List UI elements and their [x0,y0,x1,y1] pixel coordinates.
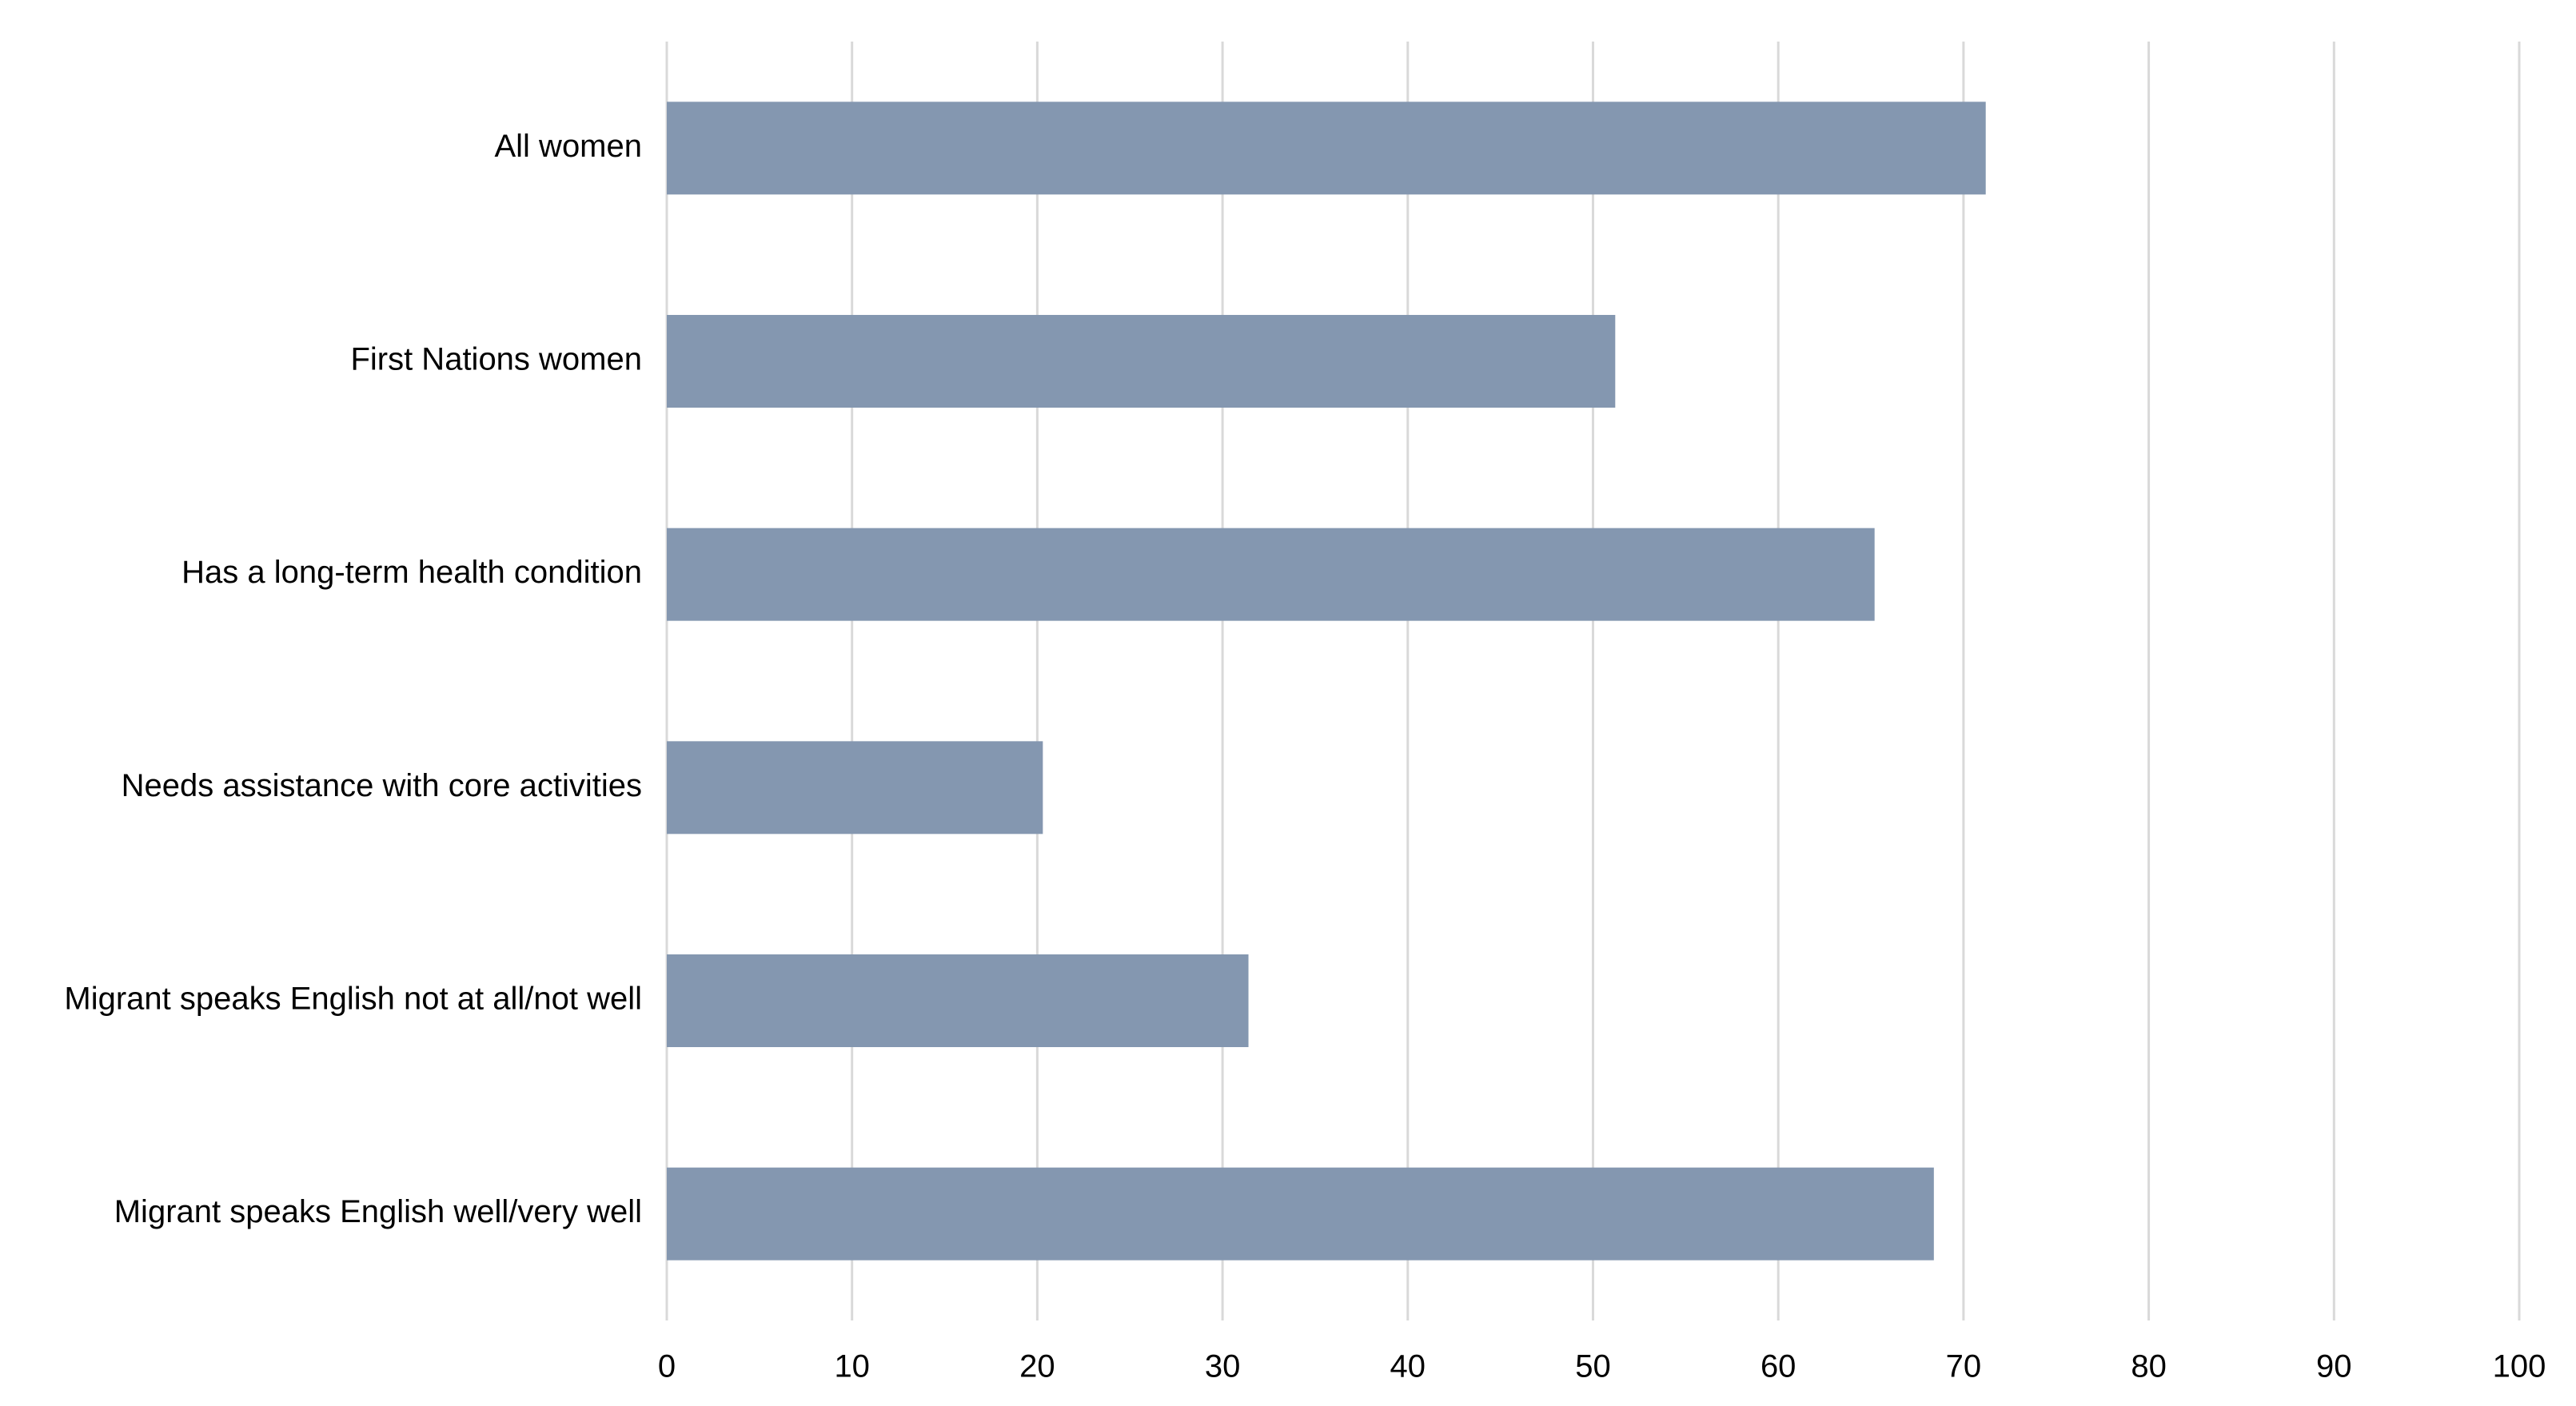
x-tick-label: 50 [1575,1349,1611,1384]
bar [667,102,1986,195]
y-tick-label: Migrant speaks English well/very well [114,1194,642,1229]
y-tick-label: Needs assistance with core activities [122,768,642,803]
y-tick-label: Migrant speaks English not at all/not we… [64,982,642,1017]
x-tick-label: 30 [1205,1349,1241,1384]
bar [667,315,1616,408]
bar [667,954,1249,1047]
bar [667,741,1043,834]
x-tick-label: 100 [2493,1349,2546,1384]
bar [667,1167,1934,1261]
bar [667,528,1875,621]
y-tick-label: Has a long-term health condition [181,555,642,590]
x-tick-label: 70 [1946,1349,1982,1384]
x-tick-label: 40 [1390,1349,1426,1384]
x-tick-label: 90 [2316,1349,2352,1384]
x-tick-label: 10 [834,1349,870,1384]
x-tick-label: 80 [2131,1349,2167,1384]
x-tick-label: 20 [1019,1349,1055,1384]
x-tick-label: 0 [658,1349,676,1384]
y-tick-label: All women [494,129,642,164]
y-tick-label: First Nations women [350,342,642,377]
x-tick-label: 60 [1761,1349,1796,1384]
